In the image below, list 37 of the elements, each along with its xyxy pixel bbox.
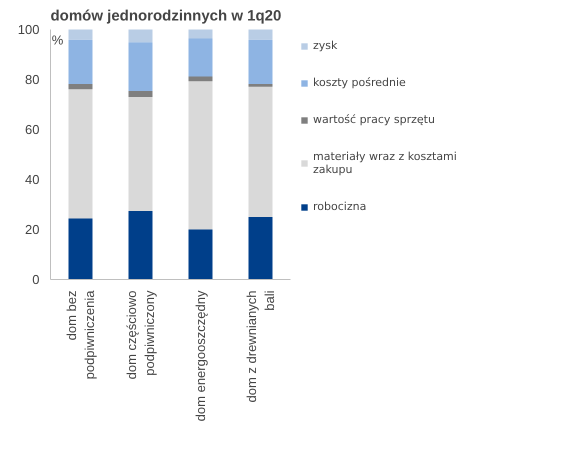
chart-title: domów jednorodzinnych w 1q20 bbox=[50, 8, 282, 24]
bar bbox=[248, 40, 272, 84]
legend-label: robocizna bbox=[313, 200, 366, 213]
bar bbox=[248, 86, 272, 217]
bar bbox=[128, 97, 152, 211]
bar bbox=[248, 217, 272, 280]
bar bbox=[188, 30, 212, 38]
bar bbox=[68, 218, 92, 280]
bar bbox=[128, 91, 152, 97]
bar bbox=[248, 84, 272, 87]
bar bbox=[188, 81, 212, 230]
legend-label: materiały wraz z kosztami zakupu bbox=[313, 150, 457, 176]
bar bbox=[188, 76, 212, 82]
bar bbox=[128, 42, 152, 91]
bar bbox=[188, 38, 212, 76]
y-tick-label: 20 bbox=[25, 222, 40, 237]
bar bbox=[128, 211, 152, 280]
y-tick-label: 60 bbox=[25, 122, 40, 137]
x-tick-label: dom z drewnianych bali bbox=[244, 290, 277, 402]
legend-label: koszty pośrednie bbox=[313, 76, 406, 89]
y-tick-label: 0 bbox=[32, 272, 40, 287]
y-tick-label: 80 bbox=[25, 72, 40, 87]
x-tick-label: dom częściowo podpiwniczony bbox=[124, 290, 157, 380]
y-tick-label: 40 bbox=[25, 172, 40, 187]
y-axis-title: % bbox=[52, 32, 64, 48]
bar bbox=[68, 89, 92, 218]
bar bbox=[68, 84, 92, 90]
bar bbox=[128, 30, 152, 42]
bar bbox=[68, 40, 92, 84]
x-tick-label: dom energooszczędny bbox=[193, 290, 208, 422]
bar bbox=[188, 230, 212, 280]
bar bbox=[248, 30, 272, 40]
x-tick-label: dom bez podpiwniczenia bbox=[64, 290, 97, 380]
legend-label: wartość pracy sprzętu bbox=[313, 113, 435, 126]
legend-label: zysk bbox=[313, 39, 338, 52]
y-tick-label: 100 bbox=[18, 22, 40, 37]
bar bbox=[68, 30, 92, 40]
